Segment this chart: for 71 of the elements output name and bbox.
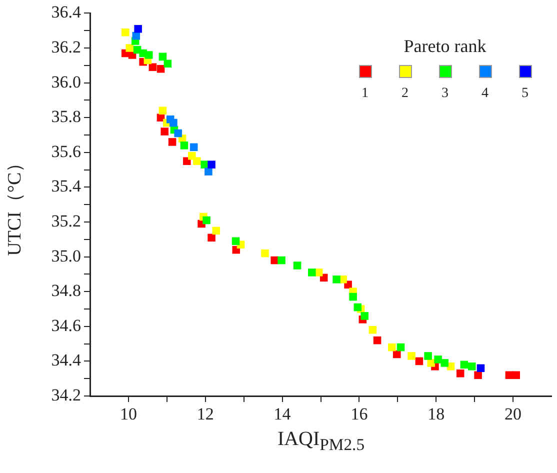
x-tick-label: 12 bbox=[196, 404, 214, 424]
x-tick-label: 18 bbox=[428, 404, 445, 424]
point bbox=[460, 360, 468, 369]
y-tick-label: 34.6 bbox=[51, 316, 81, 335]
point bbox=[468, 362, 476, 370]
point bbox=[476, 364, 485, 372]
point bbox=[354, 303, 362, 312]
point bbox=[204, 168, 212, 176]
y-tick-label: 36.2 bbox=[51, 37, 81, 56]
x-tick-label: 20 bbox=[504, 404, 522, 424]
point bbox=[148, 63, 157, 72]
point bbox=[232, 237, 240, 246]
y-tick-label: 35.2 bbox=[51, 211, 81, 230]
point bbox=[212, 226, 220, 235]
point bbox=[393, 350, 401, 358]
point bbox=[193, 157, 201, 165]
point bbox=[134, 24, 142, 33]
x-tick-label: 10 bbox=[120, 404, 137, 424]
legend-label: 2 bbox=[402, 86, 408, 102]
point bbox=[156, 64, 165, 73]
y-tick-label: 35.4 bbox=[51, 176, 82, 196]
legend-label: 3 bbox=[442, 86, 448, 102]
point bbox=[121, 28, 130, 36]
point bbox=[180, 142, 188, 150]
y-tick-label: 36.0 bbox=[51, 72, 81, 92]
point bbox=[126, 44, 134, 52]
point bbox=[168, 138, 176, 146]
point bbox=[278, 256, 286, 264]
y-tick-label: 34.4 bbox=[51, 350, 82, 370]
point bbox=[208, 234, 216, 242]
point bbox=[144, 51, 153, 59]
point bbox=[158, 106, 167, 115]
y-tick-label: 35.0 bbox=[51, 246, 81, 266]
y-tick-label: 36.4 bbox=[51, 2, 82, 22]
x-tick-label: 14 bbox=[274, 404, 292, 424]
y-tick-label: 35.8 bbox=[51, 107, 81, 126]
point bbox=[408, 352, 416, 360]
point bbox=[160, 128, 168, 136]
point bbox=[388, 343, 396, 352]
point bbox=[332, 276, 340, 284]
y-tick-label: 35.6 bbox=[51, 142, 81, 161]
point bbox=[474, 371, 482, 380]
point bbox=[440, 359, 448, 367]
y-tick-label: 34.8 bbox=[51, 281, 81, 300]
point bbox=[208, 160, 216, 168]
point bbox=[349, 292, 357, 301]
point bbox=[308, 268, 316, 276]
point bbox=[170, 118, 178, 127]
legend-title: Pareto rank bbox=[402, 36, 488, 57]
point bbox=[512, 371, 520, 380]
point bbox=[202, 216, 210, 224]
point bbox=[174, 129, 182, 138]
point bbox=[415, 357, 424, 366]
legend-label: 1 bbox=[362, 86, 368, 102]
point bbox=[158, 52, 167, 61]
point bbox=[396, 343, 405, 352]
point bbox=[190, 143, 198, 152]
x-axis-title: IAQI$_{PM2.5}$ bbox=[276, 428, 366, 455]
point bbox=[293, 262, 302, 270]
point bbox=[456, 369, 464, 378]
point bbox=[164, 60, 172, 68]
point bbox=[373, 336, 382, 344]
point bbox=[261, 249, 269, 258]
point bbox=[368, 326, 377, 334]
point bbox=[360, 312, 368, 320]
legend-label: 5 bbox=[522, 86, 528, 102]
y-tick-label: 34.2 bbox=[51, 385, 81, 404]
legend-label: 4 bbox=[482, 86, 488, 102]
x-tick-label: 16 bbox=[350, 404, 368, 424]
point bbox=[424, 352, 432, 360]
y-axis-title: UTCI（°C） bbox=[4, 153, 26, 256]
